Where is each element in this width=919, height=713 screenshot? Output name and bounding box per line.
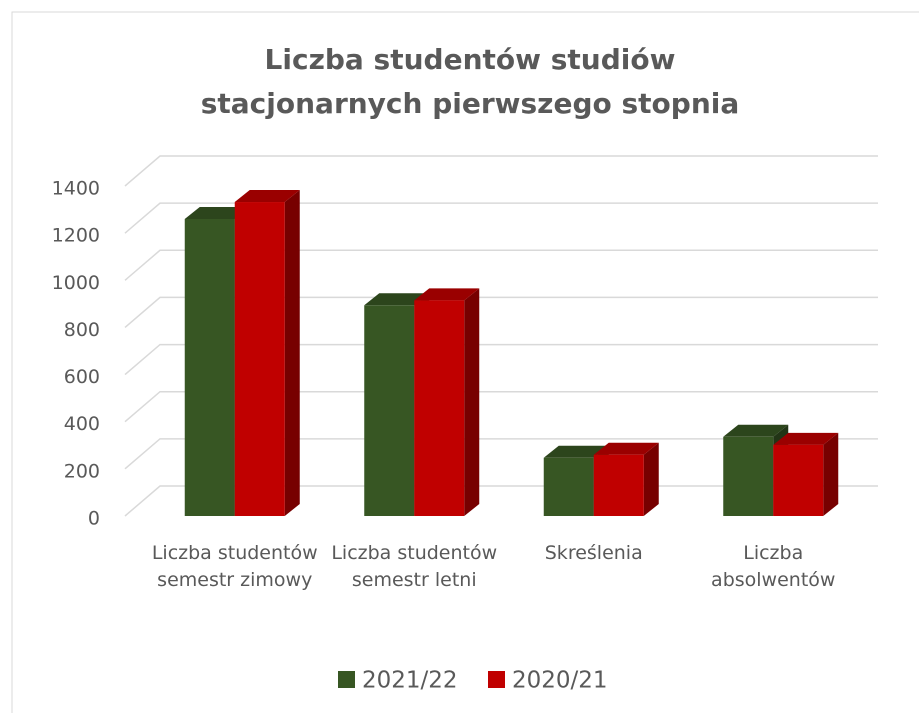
grid-line bbox=[124, 155, 878, 187]
y-tick-label: 200 bbox=[64, 460, 100, 482]
y-tick-label: 400 bbox=[64, 413, 100, 435]
y-tick-label: 600 bbox=[64, 366, 100, 388]
bar-side bbox=[643, 442, 659, 516]
grid-line bbox=[124, 438, 878, 470]
bar-side bbox=[823, 432, 839, 516]
bar bbox=[364, 305, 415, 516]
bar-top bbox=[593, 442, 659, 455]
bar-side bbox=[284, 190, 300, 516]
grid-line bbox=[124, 390, 878, 423]
bar bbox=[723, 436, 774, 516]
y-tick-label: 1000 bbox=[52, 272, 100, 294]
y-tick-label: 1400 bbox=[52, 178, 100, 200]
grid-line bbox=[124, 202, 878, 234]
bar bbox=[773, 444, 824, 516]
x-tick-label: Skreślenia bbox=[544, 542, 643, 564]
x-tick-label: Liczba absolwentów bbox=[711, 542, 836, 591]
grid-line bbox=[124, 343, 878, 376]
legend-label: 2020/21 bbox=[512, 668, 608, 694]
legend-swatch bbox=[488, 671, 505, 688]
bar-top bbox=[414, 288, 480, 301]
legend-label: 2021/22 bbox=[362, 668, 458, 694]
bar bbox=[184, 219, 235, 516]
chart-border bbox=[11, 11, 919, 713]
grid-line bbox=[124, 296, 878, 328]
bar bbox=[543, 457, 594, 516]
bar-top bbox=[184, 207, 250, 219]
bar-top bbox=[773, 432, 839, 445]
y-tick-label: 0 bbox=[88, 508, 100, 530]
bar-top bbox=[234, 190, 300, 203]
x-tick-label: Liczba studentów semestr letni bbox=[331, 542, 498, 591]
chart-title: Liczba studentów studiów stacjonarnych p… bbox=[200, 43, 740, 120]
x-tick-label: Liczba studentów semestr zimowy bbox=[151, 542, 318, 591]
bar-top bbox=[364, 293, 430, 306]
bar bbox=[593, 454, 644, 516]
y-tick-label: 800 bbox=[64, 319, 100, 341]
bar bbox=[234, 202, 285, 516]
grid-line bbox=[124, 249, 878, 281]
bar-side bbox=[464, 288, 480, 516]
bar-top bbox=[723, 424, 789, 437]
bar-top bbox=[543, 445, 609, 458]
bar bbox=[414, 300, 465, 516]
legend-swatch bbox=[338, 671, 355, 688]
y-tick-label: 1200 bbox=[52, 225, 100, 247]
